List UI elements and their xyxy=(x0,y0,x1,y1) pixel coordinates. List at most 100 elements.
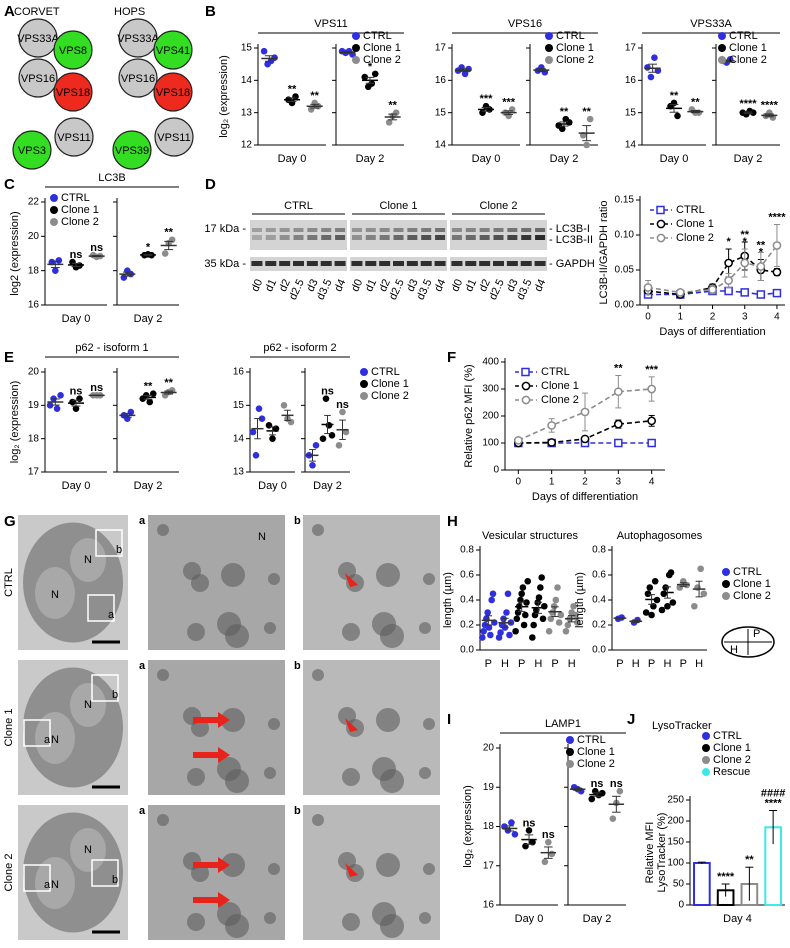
legend-label: CTRL xyxy=(61,192,90,204)
row-label: CTRL xyxy=(3,568,15,597)
blot-band xyxy=(507,228,518,232)
chart-title: Autophagosomes xyxy=(617,530,703,542)
chart-title: LysoTracker xyxy=(652,720,712,732)
organelle xyxy=(376,853,400,877)
blot-band xyxy=(451,261,463,266)
significance-label: ** xyxy=(670,90,679,102)
x-tick-label: 0 xyxy=(645,312,651,323)
y-tick-label: 17 xyxy=(625,43,637,54)
data-point xyxy=(339,408,346,416)
y-tick-label: 0.0 xyxy=(460,645,474,656)
x-tick-label: H xyxy=(501,658,509,670)
y-tick-label: 17 xyxy=(435,43,447,54)
y-tick-label: 15 xyxy=(435,107,447,118)
legend-label: Clone 1 xyxy=(729,42,767,54)
y-tick-label: 0 xyxy=(493,465,499,476)
panel-letter: F xyxy=(447,349,456,366)
data-point xyxy=(258,415,266,422)
data-point xyxy=(740,288,749,297)
inset-label: b xyxy=(116,544,122,556)
legend-marker xyxy=(702,732,710,740)
nucleus-label: N xyxy=(84,554,92,566)
significance-label: ** xyxy=(745,854,754,866)
data-point xyxy=(574,619,581,626)
legend-marker xyxy=(545,56,553,64)
nucleus xyxy=(70,683,106,727)
organelle xyxy=(423,863,435,875)
legend-marker xyxy=(656,233,666,243)
x-axis-label: Days of differentiation xyxy=(532,491,638,503)
y-tick-label: 0.0 xyxy=(592,645,606,656)
y-tick-label: 18 xyxy=(28,265,40,276)
x-tick-label: H xyxy=(695,658,703,670)
legend-marker xyxy=(545,44,553,52)
y-tick-label: 400 xyxy=(482,357,499,368)
data-point xyxy=(613,387,623,397)
nucleus xyxy=(35,712,75,764)
organelle xyxy=(419,912,431,924)
y-tick-label: 12 xyxy=(241,140,253,151)
subunit-label: VPS18 xyxy=(156,87,190,99)
data-point xyxy=(646,584,654,591)
blot-band xyxy=(279,261,291,266)
x-tick-label: Day 2 xyxy=(134,313,163,325)
arrow xyxy=(193,857,230,873)
data-point xyxy=(461,70,469,78)
blot-band xyxy=(265,228,276,232)
data-point xyxy=(513,615,521,623)
legend-marker xyxy=(545,32,553,40)
nucleus-label: N xyxy=(84,844,92,856)
blot-band xyxy=(393,261,404,266)
legend-label: Clone 1 xyxy=(541,380,579,392)
organelle xyxy=(264,767,276,779)
significance-label: ns xyxy=(70,249,83,261)
blot-band xyxy=(351,235,362,240)
x-tick-label: Day 2 xyxy=(583,913,612,925)
legend-label: Clone 1 xyxy=(733,578,771,590)
lane-label: d3 xyxy=(405,277,421,293)
organelle xyxy=(183,562,201,580)
x-tick-label: H xyxy=(568,658,576,670)
y-tick-label: 20 xyxy=(28,367,40,378)
legend-label: CTRL xyxy=(363,30,392,42)
x-tick-label: H xyxy=(632,658,640,670)
inset-label: a xyxy=(108,609,115,621)
significance-label: ns xyxy=(90,242,103,254)
subunit-label: VPS3 xyxy=(18,145,46,157)
legend-marker xyxy=(50,218,58,226)
legend-label: Clone 2 xyxy=(541,394,579,406)
blot-band xyxy=(265,261,277,266)
data-point xyxy=(642,609,650,616)
blot-band xyxy=(534,261,546,266)
data-point xyxy=(613,419,623,429)
data-point xyxy=(506,631,513,639)
x-tick-label: Day 0 xyxy=(472,153,501,165)
blot-band xyxy=(393,228,404,232)
chart-title: VPS16 xyxy=(508,18,542,30)
organelle xyxy=(419,767,431,779)
blot-band xyxy=(320,261,332,266)
micrograph xyxy=(148,515,285,650)
subunit xyxy=(18,58,58,98)
panel-letter: D xyxy=(205,176,216,193)
organelle xyxy=(312,814,324,826)
bar xyxy=(693,862,711,906)
data-point xyxy=(609,815,617,822)
subunit xyxy=(112,130,152,170)
legend-label: CTRL xyxy=(577,734,606,746)
legend-marker xyxy=(566,748,574,756)
blot-band xyxy=(293,261,304,266)
blot-band xyxy=(434,261,446,266)
legend-label: Clone 1 xyxy=(363,42,401,54)
data-point xyxy=(537,584,544,591)
legend-label: Clone 2 xyxy=(61,216,99,228)
panel-inset-label: a xyxy=(139,660,146,672)
blot-band xyxy=(307,235,318,240)
data-point xyxy=(519,584,527,591)
blot-band xyxy=(365,261,377,266)
data-point xyxy=(557,611,565,619)
data-point xyxy=(545,838,552,846)
y-tick-label: 19 xyxy=(483,782,495,793)
data-point xyxy=(586,115,594,123)
x-tick-label: Day 0 xyxy=(515,913,544,925)
